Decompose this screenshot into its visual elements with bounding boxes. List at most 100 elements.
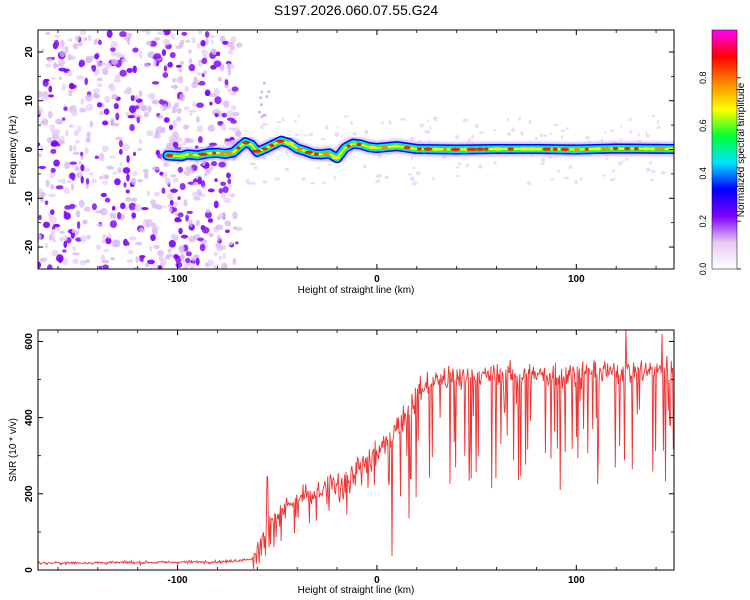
noise-blob [180,234,189,239]
noise-blob [180,39,185,45]
y-tick-label: 10 [24,95,35,107]
noise-blob [164,256,171,260]
noise-blob [43,78,50,82]
noise-blob [55,118,63,125]
noise-blob [131,212,137,219]
noise-blob [38,90,42,98]
noise-blob [79,107,87,113]
noise-blob [136,179,144,183]
noise-blob [39,195,45,203]
noise-blob [213,251,218,257]
noise-blob [539,133,543,138]
noise-blob [159,259,167,266]
noise-blob [206,259,215,267]
noise-blob [303,134,308,137]
signal-core [285,141,294,145]
noise-blob [281,117,284,122]
signal-core [593,147,602,151]
noise-blob [400,117,406,121]
noise-blob [111,57,119,66]
noise-blob [466,163,469,168]
noise-blob [471,134,475,139]
y-tick-label: 400 [24,409,35,426]
noise-blob [77,125,82,132]
noise-blob [193,76,198,85]
snr-frame [37,329,675,571]
noise-blob [213,200,219,209]
noise-blob [59,50,66,58]
noise-blob [164,162,170,167]
noise-blob [328,162,332,166]
noise-blob [190,169,196,174]
noise-blob [109,155,116,159]
colorbar-tick-label: 0.6 [698,119,708,132]
signal-core [212,151,217,155]
signal-core [275,139,285,143]
noise-blob [230,36,237,44]
noise-blob [96,60,101,69]
noise-blob [112,212,117,220]
noise-blob [85,184,89,189]
noise-blob [297,114,301,118]
spectrogram-xlabel: Height of straight line (km) [298,285,415,296]
noise-blob [55,185,64,190]
noise-blob [520,131,524,136]
colorbar-tick-label: 0.2 [698,215,708,228]
noise-blob [412,166,415,170]
noise-blob [137,147,142,152]
noise-blob [196,115,200,124]
noise-blob [110,47,116,52]
noise-blob [222,186,229,194]
noise-blob [62,257,69,266]
signal-core [416,147,422,151]
noise-blob [169,51,176,59]
noise-blob [74,165,80,172]
noise-blob [152,167,160,171]
noise-blob [146,130,154,137]
noise-blob [76,171,83,178]
noise-blob [78,161,82,165]
noise-blob [226,62,231,70]
noise-blob [204,173,208,177]
noise-blob [259,125,264,130]
noise-blob [151,203,160,209]
noise-blob [85,178,90,185]
noise-blob [340,134,344,137]
noise-blob [189,111,193,116]
noise-blob [127,249,134,255]
noise-blob [229,91,237,96]
noise-blob [202,186,207,190]
noise-blob [230,105,237,111]
noise-blob [80,97,85,105]
noise-blob [63,212,71,220]
noise-blob [126,68,133,74]
noise-blob [195,257,200,266]
signal-core [391,144,400,148]
noise-blob [51,249,59,257]
noise-blob [542,134,548,138]
noise-blob [179,93,185,102]
noise-blob [157,114,164,119]
noise-blob [63,186,70,195]
noise-blob [455,174,460,178]
noise-blob [221,262,228,269]
signal-core [536,147,542,151]
noise-blob [53,159,60,167]
noise-blob [76,75,84,80]
noise-blob [92,92,99,99]
noise-blob [95,223,102,227]
noise-blob [224,138,230,142]
noise-blob [619,138,622,141]
noise-blob [102,67,109,76]
noise-blob [185,251,192,257]
snr-axes: -100 0 100 0 200 400 600 [24,330,674,586]
noise-blob [61,83,66,92]
noise-blob [261,123,267,126]
noise-blob [196,42,201,50]
noise-blob [96,68,100,74]
signal-core [654,147,666,151]
signal-core [356,142,362,146]
noise-blob [139,227,145,233]
noise-blob [259,96,263,100]
noise-blob [661,170,666,175]
